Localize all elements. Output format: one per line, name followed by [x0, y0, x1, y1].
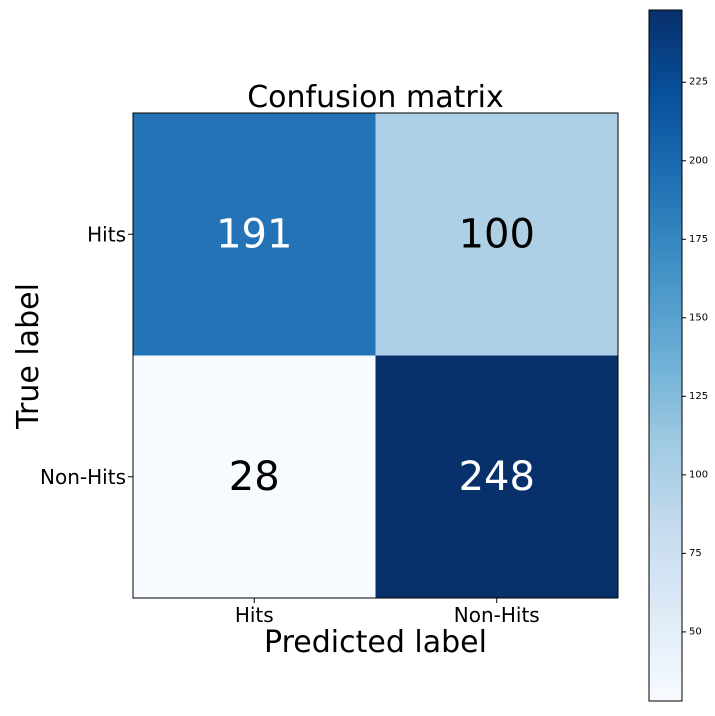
x-axis-ticks: Hits Non-Hits	[235, 598, 540, 627]
cell-value-label: 100	[459, 211, 535, 257]
colorbar-tick-label: 175	[689, 234, 708, 245]
colorbar-tick-label: 50	[689, 626, 702, 637]
cell-value-label: 28	[229, 454, 280, 500]
plot-frame	[132, 112, 619, 599]
y-tick-label: Hits	[87, 222, 126, 246]
colorbar-tick-label: 150	[689, 312, 708, 323]
cell-value-label: 248	[459, 454, 535, 500]
colorbar-tick-label: 200	[689, 155, 708, 166]
cell-value-labels: 191 100 28 248	[216, 211, 535, 500]
heatmap-cell	[375, 355, 618, 598]
heatmap-cell	[133, 113, 376, 356]
y-axis-label: True label	[11, 283, 46, 430]
chart-title: Confusion matrix	[247, 80, 504, 115]
colorbar-tick-label: 225	[689, 77, 708, 88]
y-tick-label: Non-Hits	[40, 465, 126, 489]
x-tick-label: Hits	[235, 603, 274, 627]
y-axis-ticks: Hits Non-Hits	[40, 222, 133, 489]
colorbar-ticks: 50 75 100 125 150 175 200 225	[682, 77, 708, 637]
colorbar-tick-label: 100	[689, 469, 708, 480]
cell-value-label: 191	[216, 211, 292, 257]
heatmap-cell	[375, 113, 618, 356]
x-axis-label: Predicted label	[264, 625, 487, 660]
colorbar-tick-label: 75	[689, 548, 702, 559]
colorbar	[648, 9, 683, 702]
colorbar-tick-label: 125	[689, 391, 708, 402]
heatmap-cell	[133, 355, 376, 598]
heatmap-cells	[133, 113, 618, 598]
x-tick-label: Non-Hits	[454, 603, 540, 627]
